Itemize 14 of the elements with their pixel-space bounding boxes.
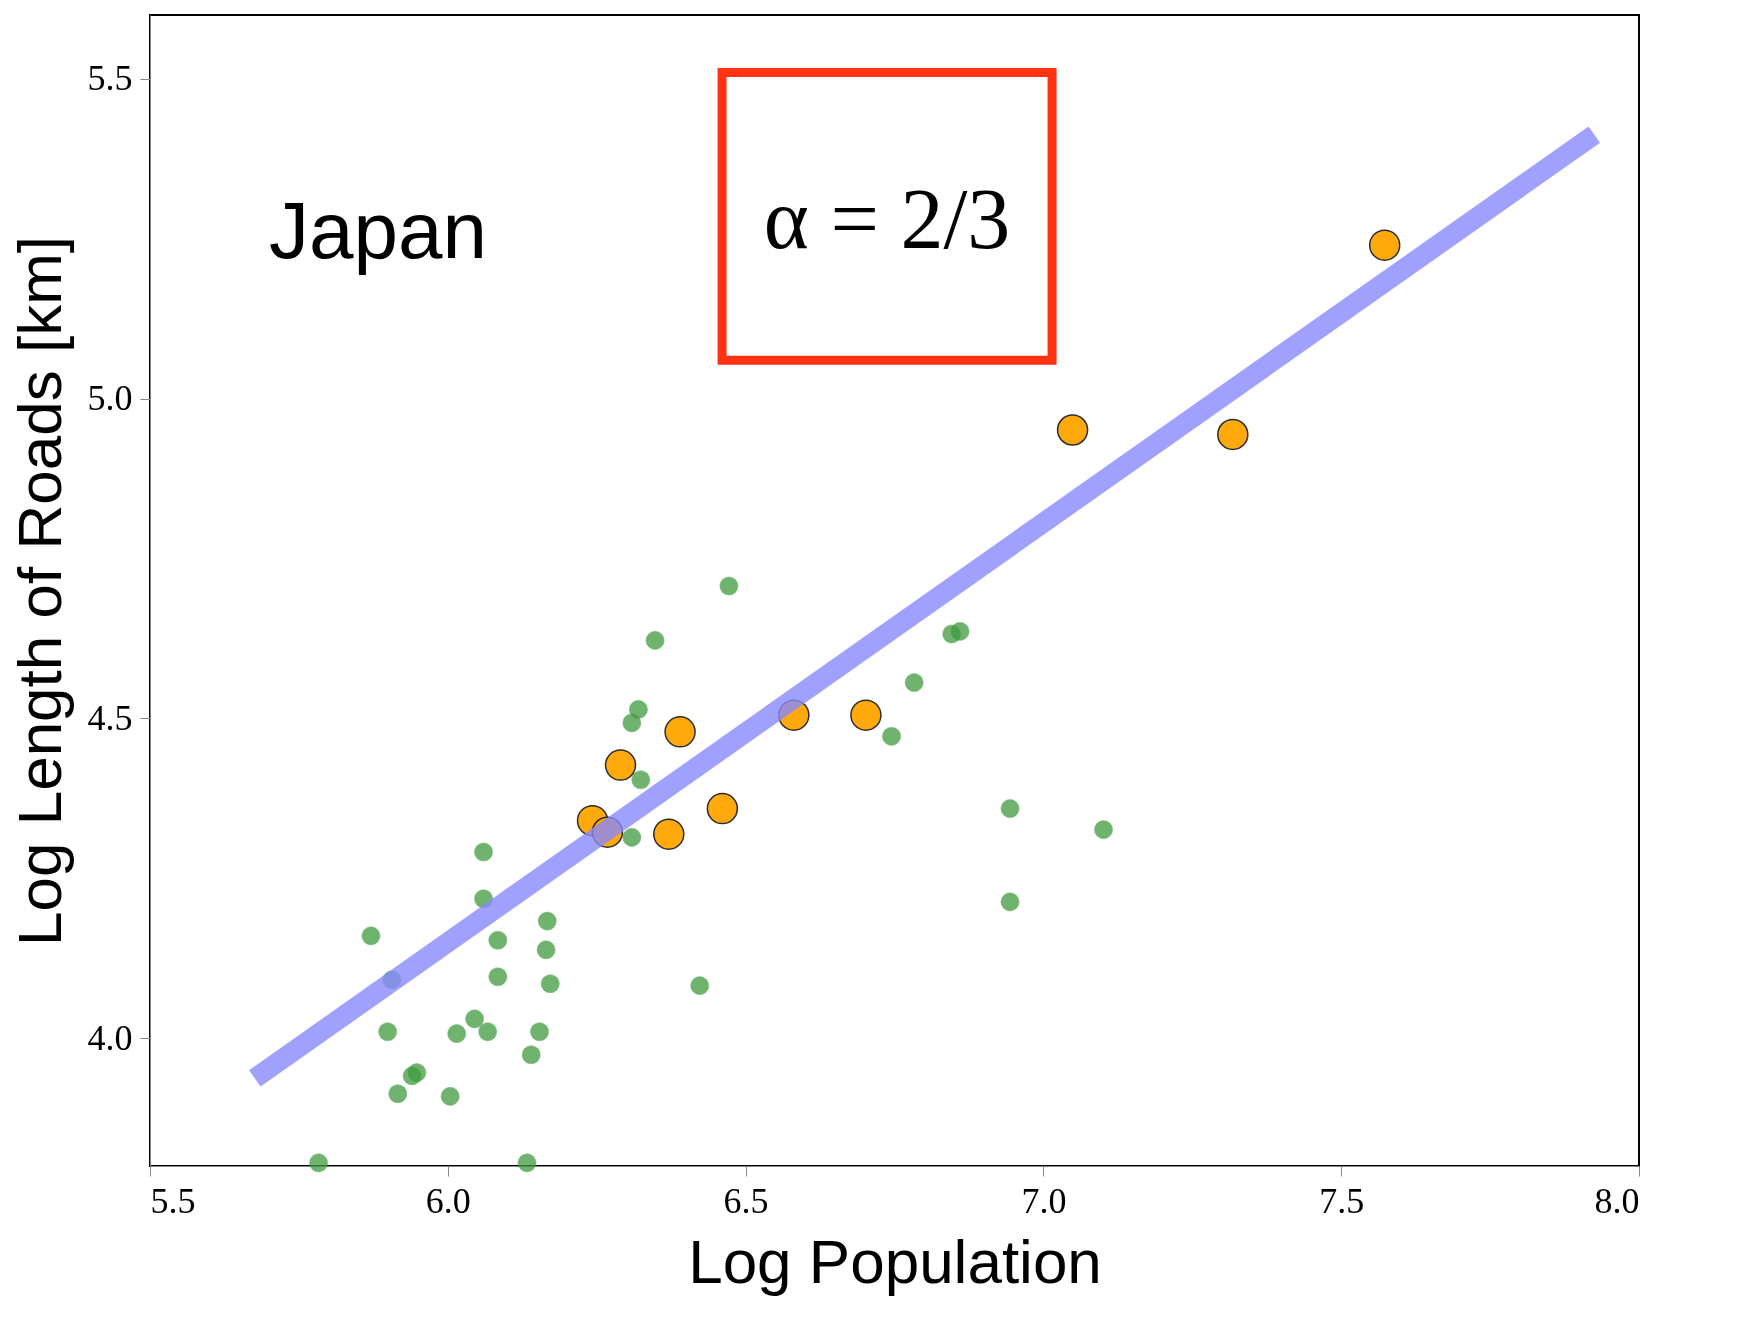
- x-tick-label: 6.5: [723, 1180, 769, 1221]
- annotation: α = 2/3: [763, 171, 1011, 268]
- y-tick-label: 5.5: [87, 58, 133, 99]
- y-tick-label: 4.0: [87, 1017, 133, 1058]
- y-tick-label: 4.5: [87, 697, 133, 738]
- x-tick-label: 8.0: [1594, 1180, 1640, 1221]
- x-tick-label: 5.5: [150, 1180, 196, 1221]
- x-tick-label: 7.0: [1021, 1180, 1067, 1221]
- annotation: Japan: [269, 185, 488, 275]
- y-tick-label: 5.0: [87, 378, 133, 419]
- x-tick-label: 6.0: [425, 1180, 471, 1221]
- x-tick-label: 7.5: [1319, 1180, 1365, 1221]
- y-axis-title: Log Length of Roads [km]: [4, 235, 74, 947]
- x-axis-title: Log Population: [688, 1226, 1102, 1296]
